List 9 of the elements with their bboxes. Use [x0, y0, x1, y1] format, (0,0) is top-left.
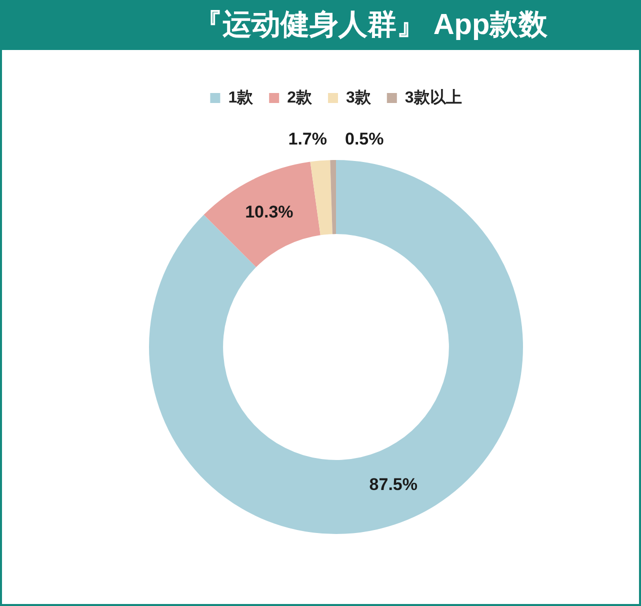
chart-title: 『运动健身人群』 App款数: [192, 8, 549, 43]
data-label: 87.5%: [369, 475, 418, 494]
data-label: 10.3%: [245, 202, 294, 222]
data-label: 1.7%: [288, 130, 327, 149]
legend-label: 2款: [287, 89, 313, 106]
legend-label: 1款: [228, 89, 254, 106]
data-label: 0.5%: [345, 130, 384, 149]
legend-label: 3款以上: [404, 88, 462, 106]
legend-label: 3款: [346, 89, 372, 106]
